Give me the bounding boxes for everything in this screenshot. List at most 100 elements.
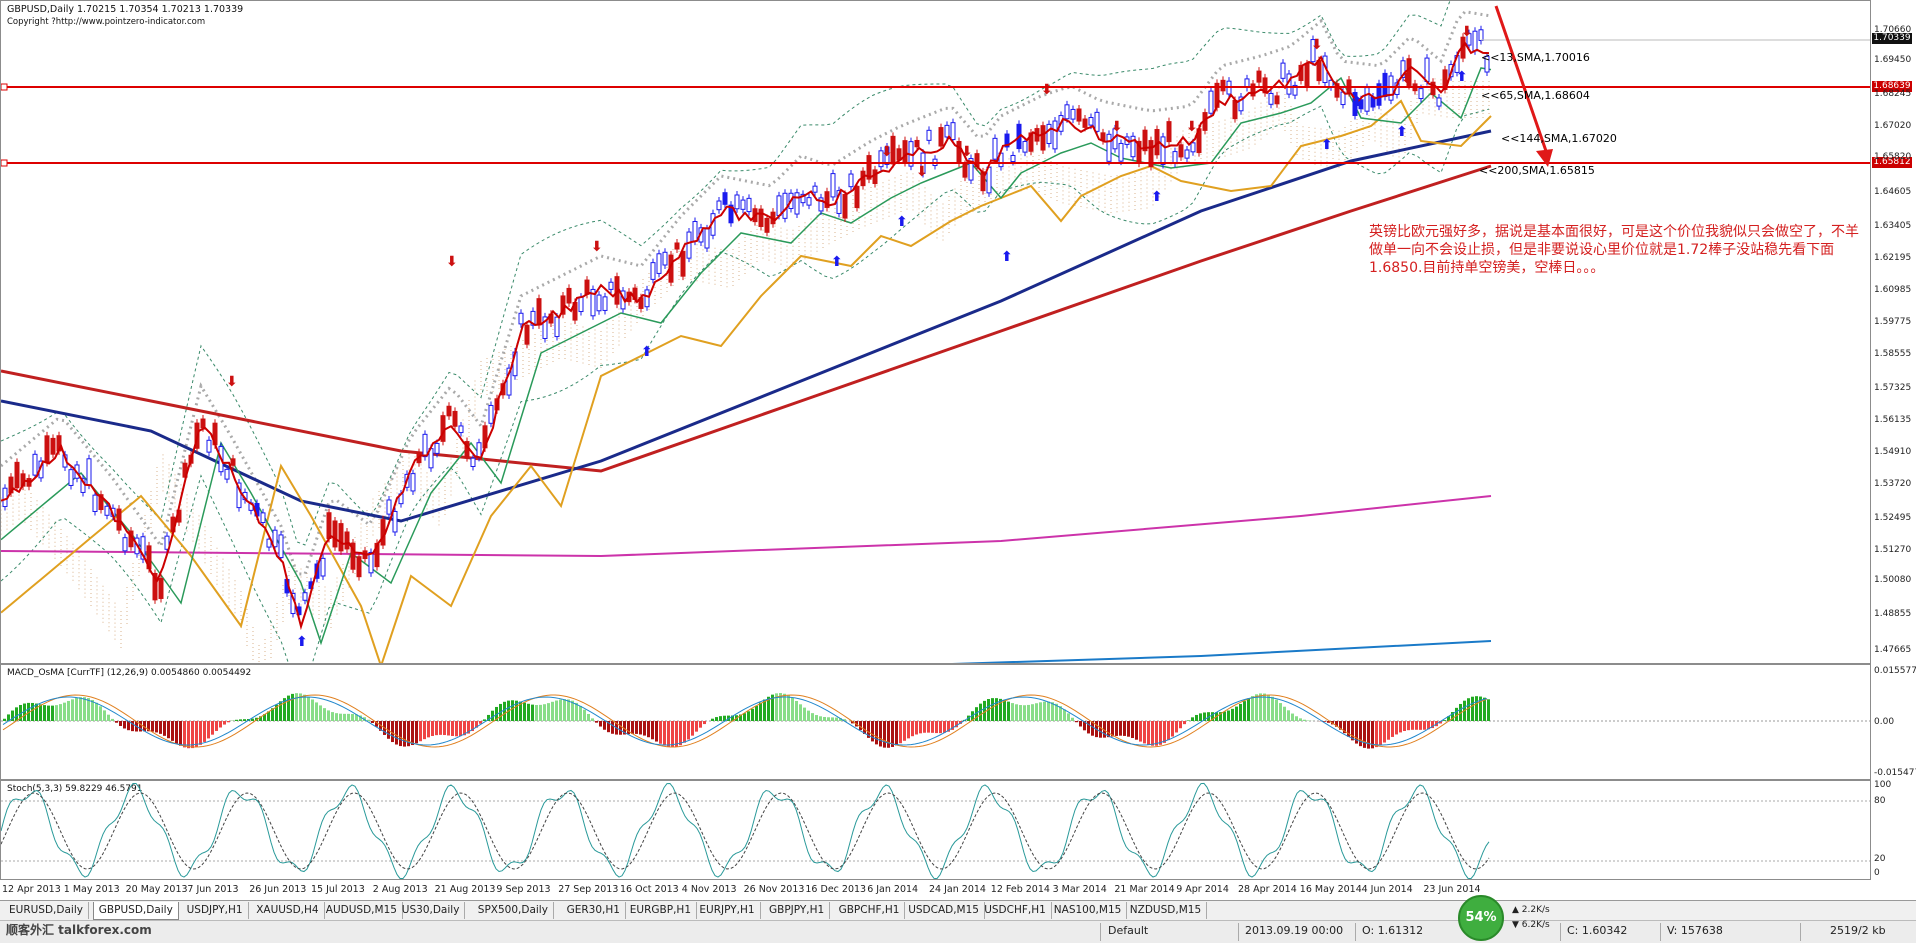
candle-body <box>783 193 787 218</box>
fractal-down-arrow: ⬇ <box>226 374 238 390</box>
macd-histogram-bar <box>1179 721 1182 728</box>
candle-body <box>45 436 49 463</box>
macd-histogram-bar <box>1043 702 1046 721</box>
macd-histogram-bar <box>643 721 646 736</box>
macd-histogram-bar <box>979 704 982 721</box>
macd-histogram-bar <box>1155 721 1158 746</box>
macd-histogram-bar <box>903 721 906 741</box>
macd-histogram-bar <box>243 719 246 721</box>
stoch-axis: 100 80 20 0 <box>1871 780 1916 880</box>
macd-histogram-bar <box>183 721 186 747</box>
tab-eurusd-daily[interactable]: EURUSD,Daily <box>4 902 89 919</box>
status-profile: Default <box>1108 924 1148 937</box>
candle-body <box>693 222 697 242</box>
candle-body <box>123 538 127 551</box>
macd-histogram-bar <box>675 721 678 747</box>
fractal-up-arrow: ⬆ <box>1151 189 1163 205</box>
candle-body <box>681 252 685 277</box>
fractal-up-arrow: ⬆ <box>1321 137 1333 153</box>
macd-histogram-bar <box>883 721 886 748</box>
macd-histogram-bar <box>219 721 222 727</box>
candle-body <box>69 470 73 486</box>
macd-histogram-bar <box>31 703 34 721</box>
price-chart-pane[interactable]: GBPUSD,Daily 1.70215 1.70354 1.70213 1.7… <box>0 0 1871 664</box>
status-datetime: 2013.09.19 00:00 <box>1245 924 1343 937</box>
level-handle <box>1 84 7 90</box>
candle-body <box>747 198 751 211</box>
macd-histogram-bar <box>919 721 922 733</box>
price-tick: 1.52495 <box>1874 513 1911 523</box>
price-tick: 1.48855 <box>1874 609 1911 619</box>
price-tick: 1.56135 <box>1874 415 1911 425</box>
macd-histogram-bar <box>787 695 790 721</box>
candle-body <box>441 416 445 442</box>
candle-body <box>1473 31 1477 51</box>
candle-body <box>915 140 919 146</box>
macd-histogram-bar <box>303 695 306 721</box>
level-handle <box>1 160 7 166</box>
candle-body <box>15 462 19 487</box>
candle-body <box>927 130 931 140</box>
macd-histogram-bar <box>87 698 90 721</box>
macd-histogram-bar <box>159 721 162 734</box>
candle-body <box>279 535 283 558</box>
upload-speed: ▲ 2.2K/s <box>1512 905 1550 915</box>
tab-usdcad-m15[interactable]: USDCAD,M15 <box>903 902 985 919</box>
fractal-up-arrow: ⬆ <box>1001 249 1013 265</box>
tab-gbpusd-daily[interactable]: GBPUSD,Daily <box>93 902 179 920</box>
candle-body <box>459 426 463 433</box>
macd-histogram-bar <box>1299 718 1302 721</box>
tab-us30-daily[interactable]: US30,Daily <box>397 902 466 919</box>
macd-histogram-bar <box>447 721 450 735</box>
macd-histogram-bar <box>667 721 670 747</box>
candle-body <box>939 128 943 146</box>
macd-histogram-bar <box>671 721 674 747</box>
tab-spx500-daily[interactable]: SPX500,Daily <box>473 902 554 919</box>
macd-histogram-bar <box>411 721 414 745</box>
tab-gbpjpy-h1[interactable]: GBPJPY,H1 <box>764 902 830 919</box>
macd-histogram-bar <box>783 694 786 721</box>
sma-65-label: <<65,SMA,1.68604 <box>1481 89 1590 102</box>
candle-body <box>105 506 109 515</box>
candle-body <box>1389 76 1393 100</box>
macd-histogram-bar <box>1031 704 1034 721</box>
tab-xauusd-h4[interactable]: XAUUSD,H4 <box>251 902 324 919</box>
candle-body <box>645 290 649 307</box>
macd-histogram-bar <box>207 721 210 738</box>
tab-eurjpy-h1[interactable]: EURJPY,H1 <box>694 902 760 919</box>
macd-histogram-bar <box>1407 721 1410 730</box>
fractal-down-arrow: ⬇ <box>1311 37 1323 53</box>
tab-nzdusd-m15[interactable]: NZDUSD,M15 <box>1125 902 1207 919</box>
candle-body <box>951 123 955 140</box>
candle-body <box>1269 94 1273 105</box>
candle-body <box>333 521 337 547</box>
date-label: 12 Feb 2014 <box>991 884 1050 895</box>
macd-histogram-bar <box>167 721 170 738</box>
macd-histogram-bar <box>943 721 946 733</box>
macd-histogram-bar <box>503 702 506 721</box>
macd-histogram-bar <box>1487 699 1490 721</box>
macd-pane[interactable]: MACD_OsMA [CurrTF] (12,26,9) 0.0054860 0… <box>0 664 1871 780</box>
macd-histogram-bar <box>1283 707 1286 721</box>
macd-histogram-bar <box>575 703 578 721</box>
candle-body <box>447 406 451 416</box>
tab-audusd-m15[interactable]: AUDUSD,M15 <box>321 902 403 919</box>
stoch-canvas <box>1 781 1871 880</box>
price-tick: 1.65820 <box>1874 152 1911 162</box>
fractal-up-arrow: ⬆ <box>831 254 843 270</box>
tab-usdjpy-h1[interactable]: USDJPY,H1 <box>182 902 249 919</box>
macd-histogram-bar <box>835 718 838 721</box>
tab-gbpchf-h1[interactable]: GBPCHF,H1 <box>834 902 906 919</box>
tab-nas100-m15[interactable]: NAS100,M15 <box>1049 902 1128 919</box>
macd-histogram-bar <box>931 721 934 733</box>
macd-histogram-bar <box>1123 721 1126 736</box>
candle-body <box>1167 122 1171 142</box>
tab-usdchf-h1[interactable]: USDCHF,H1 <box>979 902 1052 919</box>
tab-ger30-h1[interactable]: GER30,H1 <box>562 902 626 919</box>
price-tick: 1.69450 <box>1874 55 1911 65</box>
stochastic-pane[interactable]: Stoch(5,3,3) 59.8229 46.5791 <box>0 780 1871 880</box>
date-label: 23 Jun 2014 <box>1423 884 1480 895</box>
tab-eurgbp-h1[interactable]: EURGBP,H1 <box>625 902 697 919</box>
macd-histogram-bar <box>391 721 394 742</box>
macd-histogram-bar <box>791 698 794 721</box>
